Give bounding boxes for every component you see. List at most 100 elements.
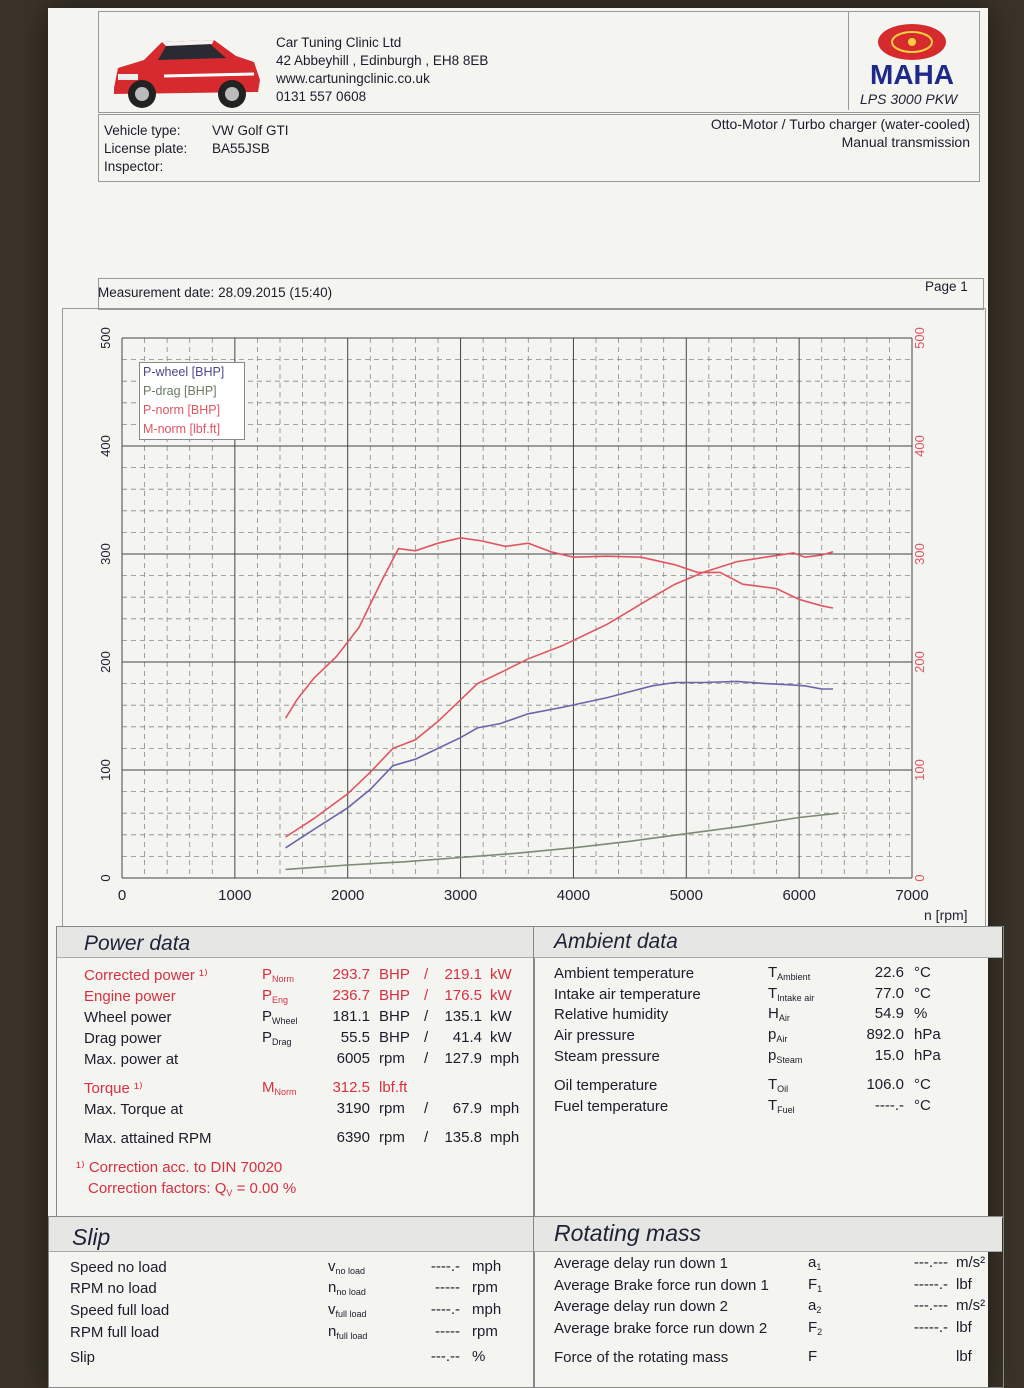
power-row-value-1: 236.7 <box>332 987 370 1004</box>
ambient-row-symbol: pAir <box>768 1026 787 1044</box>
ambient-row-label: Air pressure <box>554 1027 635 1044</box>
p-wheel-line <box>285 680 833 849</box>
power-row-unit-1: BHP <box>379 966 410 983</box>
power-row-separator: / <box>424 1029 429 1046</box>
rotating-mass-row-unit: lbf <box>956 1319 972 1336</box>
power-row-label: Max. power at <box>84 1051 179 1068</box>
ambient-row-unit: °C <box>914 985 931 1002</box>
x-tick-label: 5000 <box>670 887 703 904</box>
ambient-row-symbol: TIntake air <box>768 985 814 1003</box>
power-row-unit-1: BHP <box>379 1008 410 1025</box>
slip-row-value: ----.- <box>430 1301 460 1318</box>
x-tick-label: 6000 <box>782 887 815 904</box>
m-norm-line <box>284 536 834 719</box>
ambient-row-value: 15.0 <box>874 1047 904 1064</box>
ambient-row-unit: % <box>914 1005 928 1022</box>
rotating-mass-row-symbol-main: F <box>808 1319 818 1336</box>
x-tick-label: 0 <box>118 887 126 904</box>
ambient-row-symbol-main: p <box>768 1047 777 1064</box>
power-row-symbol-main: M <box>262 1079 275 1096</box>
slip-row-label: RPM no load <box>70 1280 157 1297</box>
power-row-unit-2: mph <box>490 1100 520 1117</box>
slip-row-symbol-sub: full load <box>336 1331 368 1341</box>
ambient-row-symbol-main: T <box>768 985 778 1002</box>
rotating-mass-row-value: ---.--- <box>913 1254 948 1271</box>
ambient-row-symbol: HAir <box>768 1005 790 1023</box>
ambient-data-title: Ambient data <box>554 930 678 953</box>
slip-row-unit: mph <box>472 1258 502 1275</box>
ambient-row-value: 892.0 <box>866 1026 904 1043</box>
ambient-row-symbol: TOil <box>768 1076 788 1094</box>
slip-row-label: Slip <box>70 1349 96 1366</box>
correction-note: ¹⁾ Correction acc. to DIN 70020 <box>76 1159 283 1176</box>
rotating-mass-row-label: Average brake force run down 2 <box>554 1320 768 1337</box>
transmission-type: Manual transmission <box>841 134 970 150</box>
rotating-mass-row-label: Force of the rotating mass <box>554 1349 729 1366</box>
power-row-value-1: 6005 <box>336 1050 370 1067</box>
chart-legend: P-wheel [BHP] P-drag [BHP] P-norm [BHP] … <box>139 362 245 440</box>
ambient-row-value: 77.0 <box>874 985 904 1002</box>
company-name: Car Tuning Clinic Ltd <box>276 35 402 50</box>
y-tick-label-left: 400 <box>98 435 113 457</box>
ambient-row-label: Steam pressure <box>554 1048 660 1065</box>
power-row-separator: / <box>424 966 429 983</box>
slip-row-symbol-sub: full load <box>335 1309 367 1319</box>
rotating-mass-row-value: -----.- <box>913 1276 948 1293</box>
rotating-mass-row-symbol: F1 <box>808 1276 822 1294</box>
slip-row-unit: rpm <box>472 1323 498 1340</box>
power-row-unit-2: kW <box>490 1008 512 1025</box>
power-row-symbol-sub: Norm <box>272 974 295 984</box>
correction-factors-label: Correction factors: Q <box>88 1180 227 1197</box>
x-tick-label: 1000 <box>218 887 251 904</box>
power-row-unit-1: lbf.ft <box>379 1079 408 1096</box>
slip-row-value: ----- <box>435 1279 460 1296</box>
rotating-mass-row-symbol: a1 <box>808 1254 821 1272</box>
power-row-unit-2: kW <box>490 1029 512 1046</box>
power-row-unit-1: BHP <box>379 987 410 1004</box>
power-row-label: Drag power <box>84 1030 162 1047</box>
power-row-value-2: 176.5 <box>444 987 482 1004</box>
power-row-label: Max. Torque at <box>84 1101 183 1118</box>
rotating-mass-row-value: -----.- <box>913 1319 948 1336</box>
ambient-row-label: Oil temperature <box>554 1077 658 1094</box>
y-tick-label-left: 200 <box>98 651 113 673</box>
inspector-label: Inspector: <box>104 159 164 174</box>
ambient-row-symbol-main: H <box>768 1005 779 1022</box>
ambient-row-symbol-sub: Ambient <box>777 972 811 982</box>
slip-row-value: ---.-- <box>430 1348 460 1365</box>
ambient-row-value: 54.9 <box>874 1005 904 1022</box>
slip-row-label: Speed no load <box>70 1259 167 1276</box>
power-row-symbol-sub: Eng <box>272 995 289 1005</box>
rotating-mass-row-label: Average delay run down 1 <box>554 1255 729 1272</box>
ambient-row-unit: hPa <box>914 1047 941 1064</box>
y-tick-label-right: 200 <box>912 651 927 673</box>
ambient-row-unit: °C <box>914 1076 931 1093</box>
power-row-symbol-main: P <box>262 966 273 983</box>
rotating-mass-row-value: ---.--- <box>913 1297 948 1314</box>
ambient-row-symbol-sub: Air <box>776 1034 788 1044</box>
company-phone: 0131 557 0608 <box>276 89 367 104</box>
rotating-mass-row-unit: lbf <box>956 1348 972 1365</box>
legend-p-drag: P-drag [BHP] <box>143 384 217 398</box>
p-norm-line <box>285 551 834 838</box>
power-row-value-2: 41.4 <box>452 1029 482 1046</box>
ambient-row-label: Fuel temperature <box>554 1098 669 1115</box>
correction-factors: Correction factors: QV = 0.00 % <box>88 1179 296 1203</box>
power-row-value-2: 127.9 <box>444 1050 482 1067</box>
power-row-label: Corrected power ¹⁾ <box>84 967 208 984</box>
y-tick-label-left: 500 <box>98 327 113 349</box>
power-row-unit-2: mph <box>490 1129 520 1146</box>
rotating-mass-row-symbol: F <box>808 1348 817 1366</box>
slip-row-symbol-sub: no load <box>336 1287 366 1297</box>
measurement-date: Measurement date: 28.09.2015 (15:40) <box>98 285 333 300</box>
slip-row-symbol-main: n <box>328 1279 337 1296</box>
power-row-value-2: 135.8 <box>444 1129 482 1146</box>
ambient-row-symbol-main: p <box>768 1026 777 1043</box>
company-address: 42 Abbeyhill , Edinburgh , EH8 8EB <box>276 53 489 68</box>
rotating-mass-row-symbol: a2 <box>808 1297 821 1315</box>
measurement-box <box>98 278 984 310</box>
rotating-mass-row-label: Average delay run down 2 <box>554 1298 729 1315</box>
ambient-row-symbol-main: T <box>768 1076 778 1093</box>
maha-logo-text: MAHA <box>870 59 954 90</box>
power-row-unit-1: rpm <box>379 1050 405 1067</box>
